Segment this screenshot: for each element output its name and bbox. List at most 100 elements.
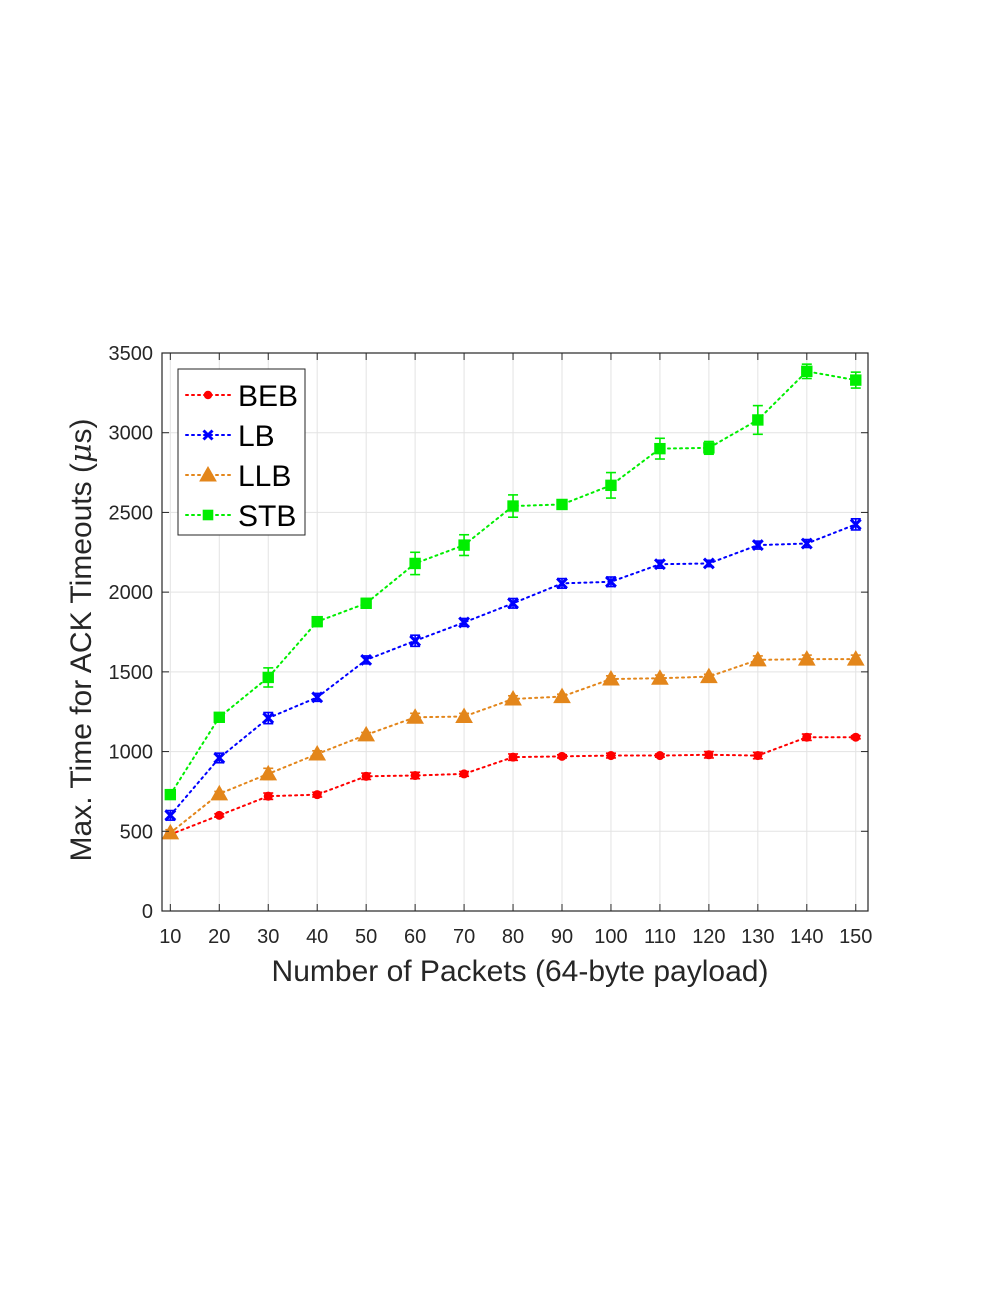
- data-point: [704, 750, 714, 760]
- data-point-stroke-b: [164, 809, 177, 822]
- data-point: [210, 784, 229, 801]
- data-point-stroke-b: [409, 634, 422, 647]
- y-tick-label: 3000: [109, 423, 154, 445]
- x-tick-label: 130: [741, 926, 774, 948]
- data-point: [700, 667, 718, 684]
- data-point: [605, 575, 617, 588]
- legend-item-beb: BEB: [185, 380, 298, 413]
- x-tick-label: 80: [502, 926, 524, 948]
- y-tick-label: 1000: [109, 742, 154, 764]
- data-point: [849, 518, 862, 531]
- data-point: [213, 711, 225, 723]
- y-tick-label: 1500: [109, 662, 154, 684]
- data-point: [409, 634, 422, 647]
- data-point: [752, 414, 764, 426]
- legend-marker: [203, 390, 213, 400]
- data-point: [802, 732, 812, 742]
- y-tick-label: 0: [142, 901, 153, 923]
- legend-item-stb: STB: [185, 500, 296, 533]
- series-beb: [165, 732, 861, 840]
- data-point-stroke-b: [262, 712, 275, 725]
- data-point: [846, 650, 865, 666]
- series-llb: [161, 650, 865, 840]
- legend-box: [177, 368, 306, 536]
- y-tick-label: 2000: [109, 582, 154, 604]
- data-point-stroke-b: [556, 577, 568, 590]
- y-tick-label: 2500: [109, 502, 154, 524]
- data-point: [748, 650, 767, 667]
- legend: BEB LB LLB STB: [177, 368, 306, 536]
- data-point: [259, 764, 278, 781]
- legend-label: BEB: [238, 380, 298, 413]
- data-point-stroke-b: [458, 616, 471, 629]
- x-tick-label: 120: [692, 926, 725, 948]
- data-point: [361, 771, 371, 781]
- data-point: [504, 689, 522, 706]
- data-point: [360, 597, 372, 610]
- x-tick-label: 10: [159, 926, 181, 948]
- data-point: [703, 442, 715, 454]
- y-axis-ticks: 0 500 1000 1500 2000 2500 3000 3500: [109, 343, 868, 923]
- data-point: [458, 539, 470, 551]
- legend-item-lb: LB: [185, 420, 275, 453]
- x-tick-label: 50: [355, 926, 377, 948]
- y-axis-title-mu: μ: [64, 444, 99, 464]
- data-point: [654, 442, 666, 455]
- data-point: [409, 557, 421, 570]
- data-point: [655, 751, 665, 761]
- y-tick-label: 3500: [109, 343, 154, 365]
- y-axis-title-prefix: Max. Time for ACK Timeouts (: [65, 463, 98, 861]
- data-point: [801, 365, 813, 378]
- x-axis-ticks: 10 20 30 40 50 60 70 80 90 100 110 120 130 140 150: [159, 353, 872, 948]
- data-point: [311, 615, 323, 628]
- data-point-stroke-b: [702, 557, 715, 570]
- series-lb: [164, 518, 862, 822]
- series-line: [169, 370, 857, 796]
- data-point: [797, 650, 816, 666]
- data-point-stroke-b: [849, 518, 862, 531]
- data-point-stroke-b: [360, 653, 373, 666]
- data-point-stroke-b: [800, 537, 813, 550]
- legend-label: STB: [238, 500, 296, 533]
- data-point: [553, 687, 571, 704]
- data-point: [702, 557, 715, 570]
- data-point-stroke-b: [213, 752, 226, 764]
- data-point: [312, 790, 322, 800]
- data-point: [357, 725, 376, 742]
- data-point: [360, 653, 373, 666]
- data-point: [651, 669, 669, 685]
- data-point-stroke-b: [605, 575, 617, 588]
- data-point: [606, 751, 616, 761]
- data-point: [263, 791, 273, 801]
- legend-marker: [199, 465, 217, 482]
- data-point: [311, 691, 324, 704]
- legend-label: LB: [238, 420, 275, 453]
- data-point: [213, 752, 226, 764]
- legend-marker: [202, 429, 214, 441]
- legend-item-llb: LLB: [185, 460, 291, 493]
- data-point: [605, 479, 617, 492]
- data-point: [214, 810, 224, 820]
- data-point: [406, 708, 424, 724]
- data-point: [507, 500, 519, 512]
- data-point-stroke-b: [311, 691, 324, 704]
- y-axis-title-suffix: s): [65, 419, 98, 444]
- data-point: [557, 751, 567, 761]
- legend-marker-stroke-b: [202, 429, 214, 441]
- x-tick-label: 150: [839, 926, 872, 948]
- x-tick-label: 70: [453, 926, 475, 948]
- data-point: [164, 788, 177, 801]
- data-point-stroke-b: [751, 539, 764, 552]
- series-layer: [161, 363, 865, 840]
- data-point-stroke-b: [507, 597, 519, 610]
- data-point: [262, 712, 275, 725]
- data-point: [851, 732, 861, 742]
- legend-label: LLB: [238, 460, 291, 493]
- y-tick-label: 500: [120, 821, 153, 843]
- data-point: [507, 597, 519, 610]
- data-point: [459, 769, 469, 779]
- data-point: [556, 577, 568, 590]
- data-point: [602, 670, 620, 686]
- data-point: [262, 671, 274, 684]
